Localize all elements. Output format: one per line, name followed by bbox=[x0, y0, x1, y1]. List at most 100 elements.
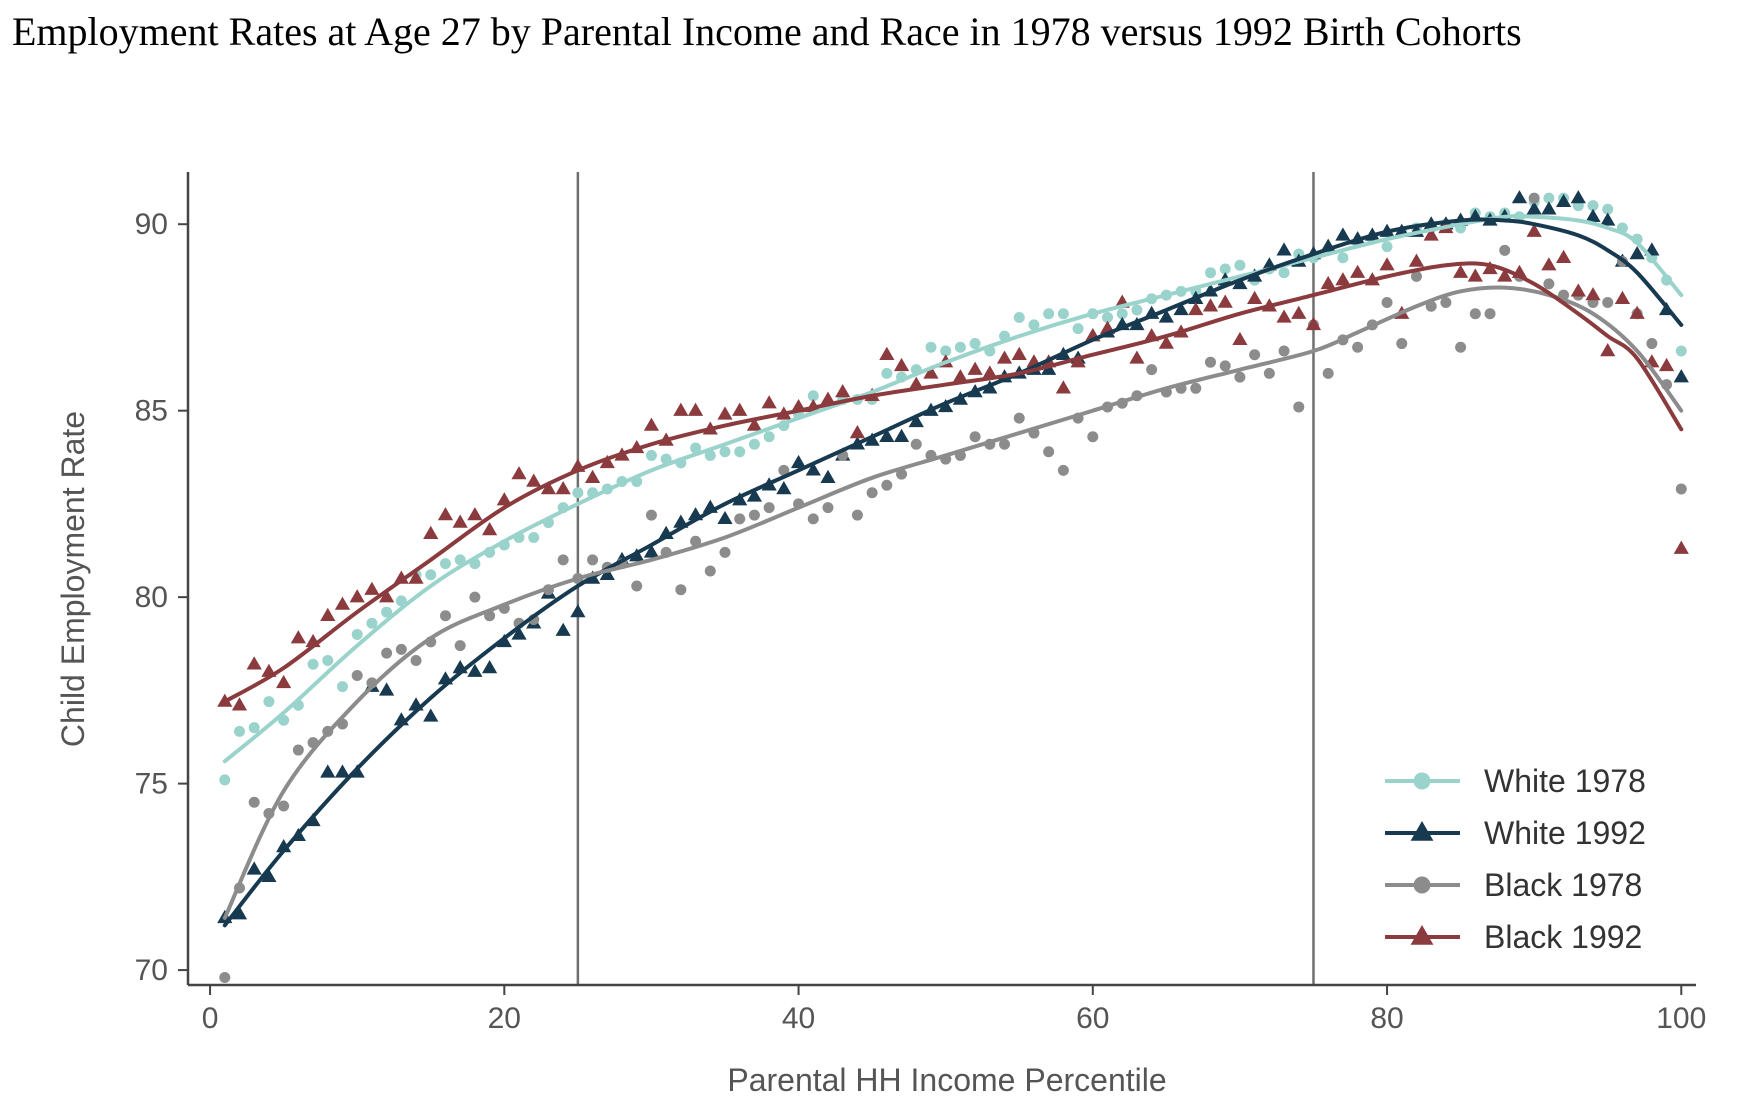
data-point bbox=[1602, 297, 1614, 309]
data-point bbox=[1305, 316, 1322, 331]
legend-item-black-1992: Black 1992 bbox=[1385, 919, 1642, 955]
data-point bbox=[425, 569, 437, 581]
data-point bbox=[1675, 483, 1687, 495]
data-point bbox=[1602, 203, 1614, 215]
data-point bbox=[540, 480, 557, 495]
data-point bbox=[1541, 201, 1557, 215]
data-point bbox=[820, 391, 836, 405]
data-point bbox=[776, 480, 792, 495]
data-point bbox=[437, 507, 454, 521]
x-axis-label: Parental HH Income Percentile bbox=[727, 1062, 1166, 1098]
data-point bbox=[969, 338, 981, 350]
data-point bbox=[763, 431, 775, 443]
data-point bbox=[1600, 212, 1616, 226]
data-point bbox=[1057, 308, 1069, 320]
data-point bbox=[1381, 241, 1393, 253]
data-point bbox=[866, 487, 878, 499]
data-point bbox=[290, 630, 306, 644]
data-point bbox=[849, 425, 866, 439]
data-point bbox=[334, 764, 351, 778]
data-point bbox=[1263, 367, 1275, 379]
data-point bbox=[1057, 464, 1069, 476]
x-tick-label: 40 bbox=[782, 1002, 815, 1035]
data-point bbox=[734, 513, 746, 525]
data-point bbox=[1528, 192, 1540, 204]
data-point bbox=[1337, 252, 1349, 264]
data-point bbox=[1541, 257, 1557, 271]
data-point bbox=[231, 697, 248, 711]
legend-item-white-1992: White 1992 bbox=[1385, 815, 1646, 851]
legend-marker bbox=[1410, 821, 1434, 841]
data-point bbox=[1484, 308, 1496, 320]
data-point bbox=[423, 708, 439, 722]
data-point bbox=[690, 535, 702, 547]
data-point bbox=[1614, 290, 1631, 304]
y-tick-label: 80 bbox=[135, 581, 168, 614]
data-point bbox=[1511, 190, 1528, 204]
data-point bbox=[1570, 283, 1586, 297]
data-point bbox=[349, 589, 365, 603]
data-point bbox=[1396, 338, 1408, 350]
data-point bbox=[454, 554, 466, 566]
data-point bbox=[1482, 260, 1498, 275]
data-point bbox=[1232, 331, 1248, 346]
data-point bbox=[1013, 311, 1025, 323]
data-point bbox=[1497, 268, 1513, 282]
x-tick-label: 20 bbox=[488, 1002, 521, 1035]
data-point bbox=[557, 554, 569, 566]
data-point bbox=[1219, 360, 1231, 372]
data-point bbox=[292, 744, 304, 756]
data-point bbox=[1453, 264, 1469, 278]
data-point bbox=[219, 774, 231, 786]
data-point bbox=[1291, 305, 1307, 319]
data-point bbox=[1234, 259, 1246, 271]
data-point bbox=[1070, 354, 1086, 368]
data-point bbox=[748, 438, 760, 450]
data-point bbox=[717, 406, 733, 420]
data-point bbox=[952, 369, 968, 383]
data-point bbox=[555, 480, 571, 495]
data-point bbox=[1247, 290, 1263, 304]
legend-label: White 1992 bbox=[1484, 815, 1646, 851]
y-tick-label: 85 bbox=[135, 395, 168, 428]
data-point bbox=[439, 610, 451, 622]
data-point bbox=[1173, 301, 1189, 316]
data-point bbox=[673, 402, 689, 416]
data-point bbox=[261, 868, 277, 883]
data-point bbox=[555, 622, 571, 636]
data-point bbox=[996, 350, 1013, 364]
data-point bbox=[1658, 357, 1675, 372]
fitted-lines bbox=[222, 214, 1684, 928]
data-point bbox=[351, 669, 363, 681]
data-point bbox=[410, 655, 422, 667]
data-point bbox=[645, 449, 657, 461]
series-white-1978 bbox=[219, 192, 1687, 786]
data-point bbox=[879, 346, 895, 360]
data-point bbox=[452, 514, 468, 528]
fit-line-white-1992 bbox=[222, 217, 1684, 928]
data-point bbox=[320, 764, 336, 778]
x-tick-label: 80 bbox=[1370, 1002, 1403, 1035]
data-point bbox=[790, 454, 807, 469]
legend-label: Black 1992 bbox=[1484, 919, 1642, 955]
legend-marker bbox=[1410, 925, 1434, 945]
data-point bbox=[1202, 298, 1219, 312]
x-tick-label: 100 bbox=[1656, 1002, 1706, 1035]
data-point bbox=[631, 580, 643, 592]
axes bbox=[178, 172, 1696, 995]
fit-line-black-1992 bbox=[222, 261, 1684, 704]
data-point bbox=[1249, 349, 1261, 361]
data-point bbox=[423, 525, 439, 539]
data-point bbox=[1469, 308, 1481, 320]
data-point bbox=[246, 656, 262, 670]
data-point bbox=[835, 384, 851, 398]
data-point bbox=[1543, 192, 1555, 204]
data-point bbox=[893, 357, 910, 372]
series-black-1978 bbox=[219, 192, 1687, 984]
data-point bbox=[1293, 401, 1305, 413]
data-point bbox=[746, 417, 763, 431]
data-point bbox=[1587, 200, 1599, 212]
data-point bbox=[1423, 227, 1439, 241]
fit-line-black-1978 bbox=[222, 285, 1684, 920]
